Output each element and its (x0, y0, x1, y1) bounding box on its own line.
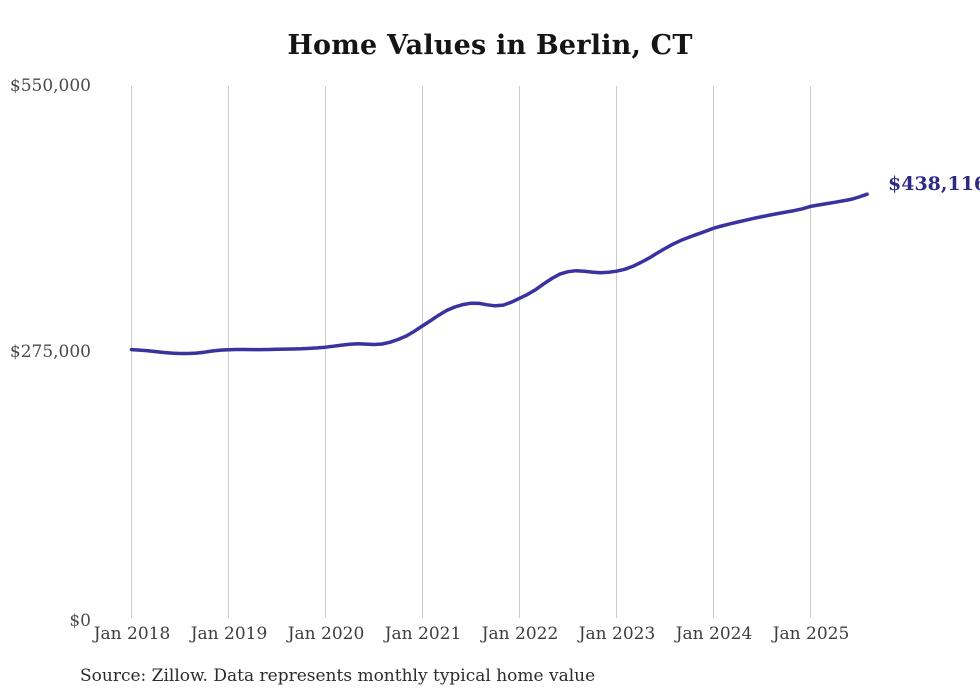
y-tick-label-550000: $550,000 (9, 76, 91, 96)
x-tick-label-2020: Jan 2020 (287, 624, 365, 644)
end-value-label: $438,116 (888, 173, 980, 195)
y-tick-label-275000: $275,000 (9, 342, 91, 362)
x-tick-label-2022: Jan 2022 (481, 624, 559, 644)
home-value-line (129, 192, 869, 356)
x-tick-label-2024: Jan 2024 (675, 624, 753, 644)
vertical-gridlines (131, 86, 811, 618)
x-tick-label-2023: Jan 2023 (578, 624, 656, 644)
x-tick-label-2018: Jan 2018 (93, 624, 171, 644)
x-tick-label-2021: Jan 2021 (384, 624, 462, 644)
x-tick-label-2025: Jan 2025 (772, 624, 850, 644)
x-tick-label-2019: Jan 2019 (190, 624, 268, 644)
source-note: Source: Zillow. Data represents monthly … (80, 666, 596, 686)
chart-title: Home Values in Berlin, CT (287, 30, 693, 61)
y-tick-label-0: $0 (69, 611, 91, 631)
